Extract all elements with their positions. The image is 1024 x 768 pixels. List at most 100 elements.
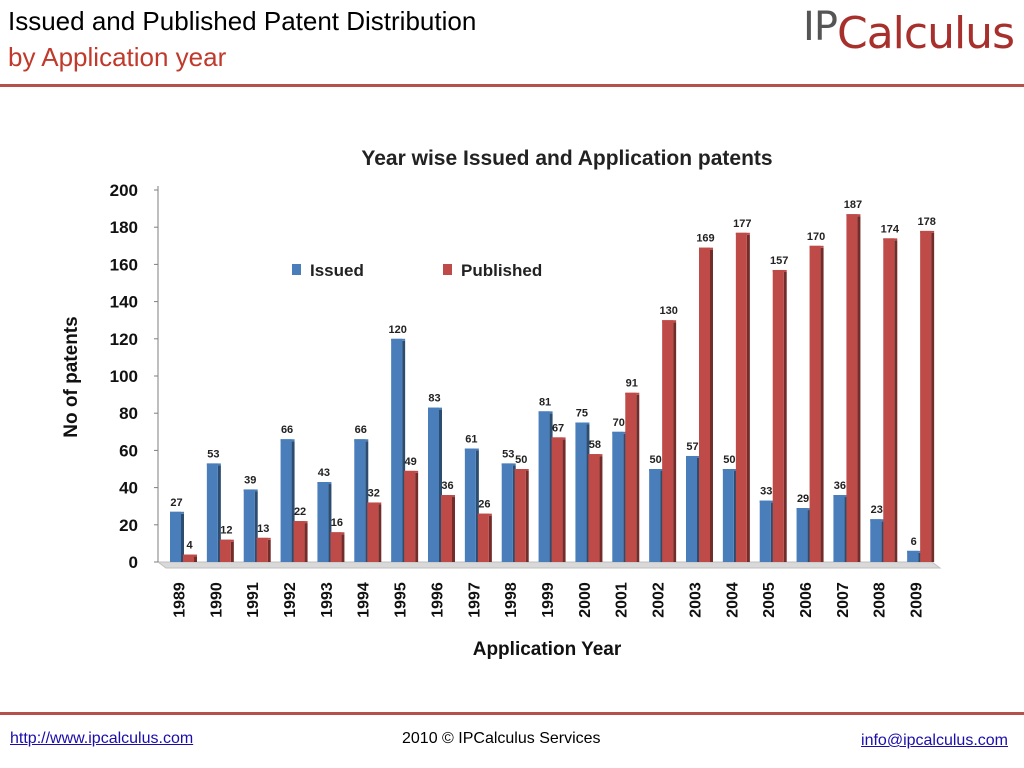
published-data-label: 22 [294, 506, 306, 518]
y-tick-label: 40 [119, 479, 138, 498]
published-bar-top [514, 469, 529, 471]
x-tick-label: 1990 [208, 582, 225, 618]
x-tick-label: 2008 [872, 582, 889, 618]
published-bar-side [710, 249, 713, 562]
published-bar [183, 554, 194, 562]
issued-bar [870, 519, 882, 562]
published-data-label: 130 [659, 305, 677, 317]
x-tick-label: 1993 [319, 582, 336, 618]
published-bar [699, 247, 710, 562]
published-bar-side [673, 322, 677, 562]
legend-issued-swatch [292, 264, 301, 275]
y-tick-label: 20 [119, 516, 138, 535]
issued-data-label: 81 [539, 396, 551, 408]
issued-bar-side [586, 424, 590, 562]
issued-bar-side [181, 513, 184, 562]
issued-data-label: 53 [207, 448, 219, 460]
issued-bar [280, 439, 292, 562]
issued-bar [759, 500, 771, 562]
issued-bar-side [623, 433, 627, 562]
published-bar [588, 454, 600, 562]
published-bar-side [857, 216, 861, 562]
published-data-label: 58 [589, 439, 601, 451]
issued-bar [501, 463, 513, 562]
issued-bar-top [575, 422, 590, 425]
issued-bar-top [722, 469, 737, 471]
published-bar-top [404, 470, 419, 473]
issued-bar [833, 495, 845, 562]
y-axis-label: No of patents [61, 316, 82, 437]
published-bar-side [194, 556, 197, 562]
issued-bar [170, 511, 181, 562]
published-data-label: 36 [441, 480, 453, 492]
issued-bar [206, 463, 218, 562]
issued-data-label: 39 [244, 474, 256, 486]
logo-ip-text: IP [803, 4, 838, 50]
footer-divider [0, 712, 1024, 715]
published-bar-top [662, 320, 677, 323]
issued-bar [722, 469, 734, 562]
published-data-label: 16 [331, 517, 343, 529]
published-data-label: 67 [552, 422, 564, 434]
issued-bar [243, 489, 255, 562]
issued-bar [464, 448, 476, 562]
website-link[interactable]: http://www.ipcalculus.com [10, 730, 194, 747]
issued-bar [428, 407, 439, 562]
published-bar [846, 214, 858, 562]
header-divider [0, 84, 1024, 87]
issued-bar-top [907, 550, 922, 553]
published-bar [367, 502, 379, 562]
issued-data-label: 66 [281, 424, 293, 436]
x-tick-label: 2003 [687, 582, 704, 618]
y-tick-label: 120 [110, 330, 138, 349]
issued-data-label: 83 [428, 393, 440, 405]
published-data-label: 26 [478, 499, 490, 511]
y-tick-label: 160 [110, 255, 138, 274]
issued-bar-top [501, 463, 516, 466]
published-bar [625, 392, 637, 562]
issued-bar-side [291, 441, 295, 562]
issued-bar [796, 508, 808, 562]
x-tick-label: 2002 [651, 582, 668, 618]
issued-bar-side [844, 497, 848, 562]
issued-bar-side [918, 552, 922, 562]
published-bar [256, 537, 268, 562]
x-tick-label: 2009 [909, 582, 926, 618]
x-tick-label: 1999 [540, 582, 557, 618]
published-bar-side [746, 234, 750, 562]
copyright-text: 2010 © IPCalculus Services [402, 730, 601, 747]
published-bar [477, 513, 489, 562]
published-data-label: 187 [844, 199, 862, 211]
issued-bar-side [733, 471, 737, 562]
y-tick-label: 200 [110, 181, 138, 200]
published-bar [662, 320, 674, 562]
issued-bar-side [328, 484, 332, 562]
published-bar [514, 469, 526, 562]
published-bar-top [330, 532, 345, 535]
y-tick-label: 180 [110, 218, 138, 237]
published-bar-top [699, 247, 713, 250]
published-bar [219, 539, 231, 562]
published-bar [441, 495, 452, 562]
published-bar-top [588, 454, 603, 457]
issued-bar-top [759, 500, 774, 503]
x-tick-label: 1997 [466, 582, 483, 618]
published-bar [551, 437, 563, 562]
issued-bar-top [796, 508, 811, 511]
issued-bar-top [612, 431, 627, 434]
issued-bar-side [697, 457, 700, 562]
published-data-label: 49 [405, 456, 417, 468]
x-tick-label: 2001 [614, 582, 631, 618]
y-tick-label: 0 [129, 553, 138, 572]
email-link[interactable]: info@ipcalculus.com [861, 732, 1008, 749]
issued-data-label: 70 [613, 417, 625, 429]
published-bar-side [783, 271, 787, 562]
published-bar [293, 521, 305, 562]
x-tick-label: 2007 [835, 582, 852, 618]
slide-subtitle: by Application year [8, 42, 227, 72]
x-tick-label: 1989 [171, 582, 188, 618]
chart-floor [156, 561, 942, 569]
published-bar [404, 470, 416, 562]
issued-bar-side [881, 521, 885, 562]
issued-data-label: 23 [871, 504, 883, 516]
